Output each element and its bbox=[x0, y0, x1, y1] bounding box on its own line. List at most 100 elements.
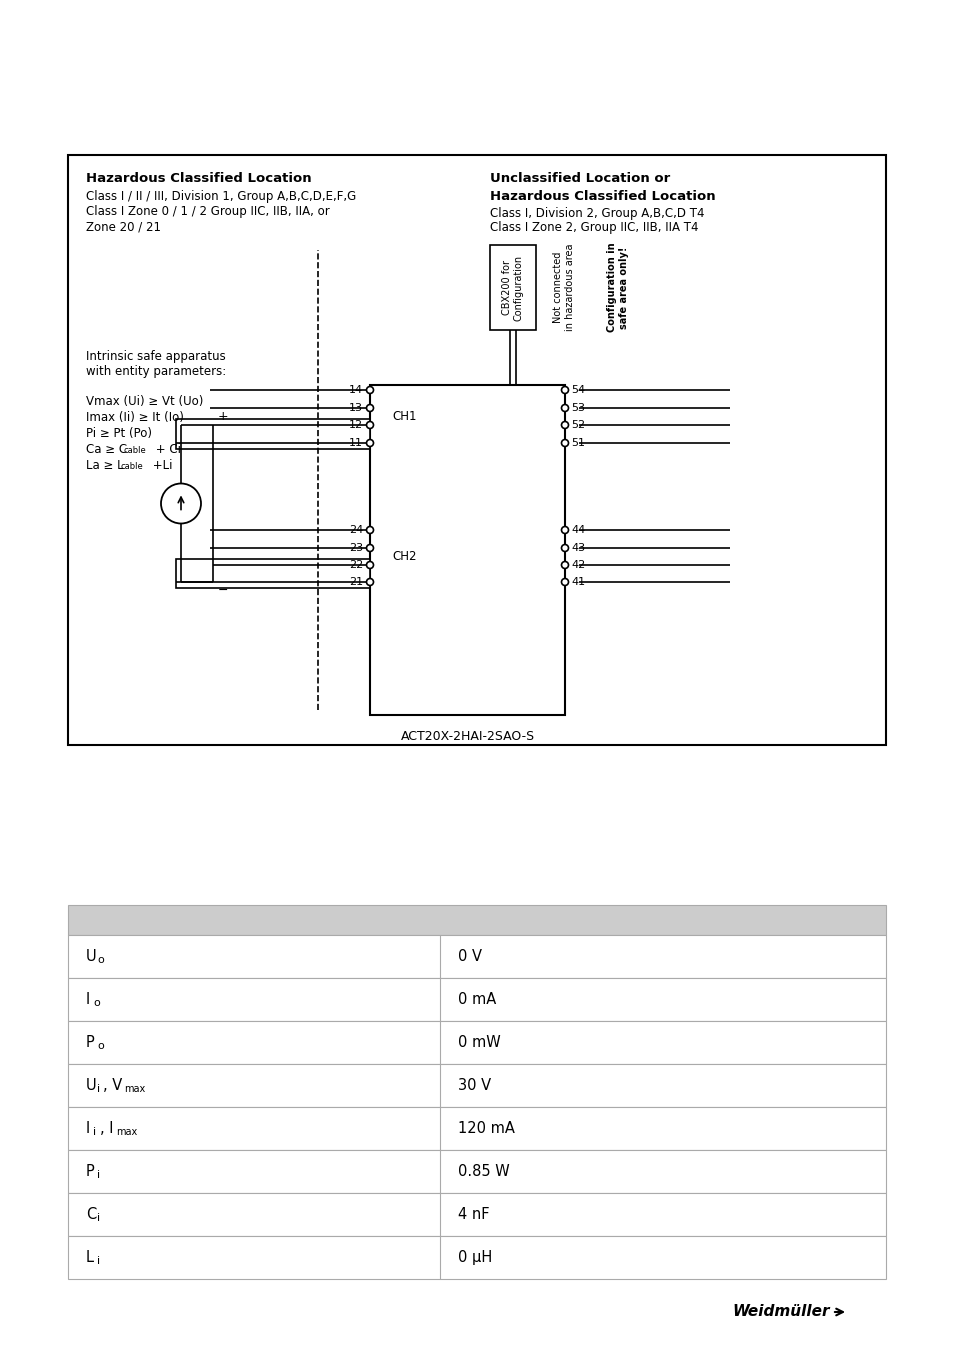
Text: CBX200 for
Configuration: CBX200 for Configuration bbox=[501, 254, 523, 320]
Bar bbox=[68, 1107, 885, 1150]
Bar bbox=[175, 418, 370, 450]
Text: with entity parameters:: with entity parameters: bbox=[86, 364, 226, 378]
Bar bbox=[68, 1150, 885, 1193]
Text: 4 nF: 4 nF bbox=[457, 1207, 489, 1222]
Bar bbox=[68, 155, 885, 745]
Text: o: o bbox=[97, 1041, 104, 1052]
Text: Class I Zone 0 / 1 / 2 Group IIC, IIB, IIA, or: Class I Zone 0 / 1 / 2 Group IIC, IIB, I… bbox=[86, 205, 330, 217]
Text: 12: 12 bbox=[349, 420, 363, 431]
Text: Intrinsic safe apparatus: Intrinsic safe apparatus bbox=[86, 350, 226, 363]
Text: Imax (Ii) ≥ It (Io): Imax (Ii) ≥ It (Io) bbox=[86, 410, 184, 424]
Text: 14: 14 bbox=[349, 385, 363, 396]
Text: La ≥ L: La ≥ L bbox=[86, 459, 124, 472]
Text: U: U bbox=[86, 1079, 96, 1094]
Circle shape bbox=[561, 579, 568, 586]
Text: 30 V: 30 V bbox=[457, 1079, 491, 1094]
Circle shape bbox=[161, 483, 201, 524]
Text: P: P bbox=[86, 1164, 94, 1179]
Text: cable: cable bbox=[124, 446, 147, 455]
Text: o: o bbox=[97, 954, 104, 965]
Bar bbox=[175, 559, 370, 589]
Text: 42: 42 bbox=[571, 560, 584, 570]
Bar bbox=[68, 1237, 885, 1278]
Text: P: P bbox=[86, 1035, 94, 1050]
Text: −: − bbox=[218, 583, 229, 597]
Text: I: I bbox=[86, 1120, 91, 1135]
Text: ACT20X-2HAI-2SAO-S: ACT20X-2HAI-2SAO-S bbox=[400, 730, 534, 742]
Text: Configuration in
safe area only!: Configuration in safe area only! bbox=[606, 243, 628, 332]
Text: +Li: +Li bbox=[149, 459, 172, 472]
Text: i: i bbox=[97, 1084, 100, 1094]
Text: 23: 23 bbox=[349, 543, 363, 554]
Text: max: max bbox=[124, 1084, 145, 1094]
Text: 0.85 W: 0.85 W bbox=[457, 1164, 510, 1179]
Text: 43: 43 bbox=[571, 543, 584, 554]
Circle shape bbox=[366, 421, 374, 428]
Bar bbox=[68, 936, 885, 977]
Bar bbox=[68, 1021, 885, 1064]
Circle shape bbox=[561, 421, 568, 428]
Circle shape bbox=[561, 544, 568, 552]
Text: 44: 44 bbox=[571, 525, 584, 535]
Text: Zone 20 / 21: Zone 20 / 21 bbox=[86, 220, 161, 234]
Bar bbox=[68, 904, 885, 936]
Circle shape bbox=[366, 544, 374, 552]
Text: CH2: CH2 bbox=[392, 551, 416, 563]
Text: 22: 22 bbox=[349, 560, 363, 570]
Circle shape bbox=[366, 579, 374, 586]
Text: i: i bbox=[97, 1256, 100, 1266]
Text: Class I, Division 2, Group A,B,C,D T4: Class I, Division 2, Group A,B,C,D T4 bbox=[490, 207, 703, 220]
Circle shape bbox=[561, 562, 568, 568]
Text: 0 μH: 0 μH bbox=[457, 1250, 492, 1265]
Circle shape bbox=[561, 405, 568, 412]
Text: +: + bbox=[218, 410, 229, 424]
Text: o: o bbox=[92, 998, 100, 1008]
Text: Pi ≥ Pt (Po): Pi ≥ Pt (Po) bbox=[86, 427, 152, 440]
Bar bbox=[68, 1193, 885, 1237]
Circle shape bbox=[366, 526, 374, 533]
Text: Not connected
in hazardous area: Not connected in hazardous area bbox=[553, 244, 575, 331]
Text: U: U bbox=[86, 949, 96, 964]
Bar bbox=[490, 244, 536, 329]
Text: L: L bbox=[86, 1250, 94, 1265]
Text: i: i bbox=[92, 1127, 96, 1137]
Text: I: I bbox=[86, 992, 91, 1007]
Bar bbox=[68, 977, 885, 1021]
Text: i: i bbox=[97, 1170, 100, 1180]
Text: cable: cable bbox=[121, 462, 144, 471]
Text: Weidmüller: Weidmüller bbox=[732, 1304, 829, 1319]
Text: CH1: CH1 bbox=[392, 410, 416, 424]
Text: 21: 21 bbox=[349, 576, 363, 587]
Text: Vmax (Ui) ≥ Vt (Uo): Vmax (Ui) ≥ Vt (Uo) bbox=[86, 396, 203, 408]
Text: Hazardous Classified Location: Hazardous Classified Location bbox=[490, 190, 715, 202]
Text: Class I Zone 2, Group IIC, IIB, IIA T4: Class I Zone 2, Group IIC, IIB, IIA T4 bbox=[490, 221, 698, 234]
Text: i: i bbox=[97, 1214, 100, 1223]
Bar bbox=[370, 385, 564, 716]
Text: 11: 11 bbox=[349, 437, 363, 448]
Text: 0 V: 0 V bbox=[457, 949, 481, 964]
Circle shape bbox=[561, 386, 568, 393]
Text: 0 mA: 0 mA bbox=[457, 992, 496, 1007]
Text: 41: 41 bbox=[571, 576, 584, 587]
Text: 0 mW: 0 mW bbox=[457, 1035, 500, 1050]
Circle shape bbox=[366, 440, 374, 447]
Circle shape bbox=[561, 526, 568, 533]
Circle shape bbox=[561, 440, 568, 447]
Text: , I: , I bbox=[100, 1120, 113, 1135]
Text: 54: 54 bbox=[571, 385, 584, 396]
Text: + Ci: + Ci bbox=[152, 443, 181, 456]
Circle shape bbox=[366, 386, 374, 393]
Text: 24: 24 bbox=[349, 525, 363, 535]
Text: 52: 52 bbox=[571, 420, 584, 431]
Text: Unclassified Location or: Unclassified Location or bbox=[490, 171, 670, 185]
Circle shape bbox=[366, 405, 374, 412]
Text: max: max bbox=[116, 1127, 137, 1137]
Text: 53: 53 bbox=[571, 404, 584, 413]
Text: Hazardous Classified Location: Hazardous Classified Location bbox=[86, 171, 312, 185]
Text: 13: 13 bbox=[349, 404, 363, 413]
Text: , V: , V bbox=[103, 1079, 122, 1094]
Bar bbox=[68, 1064, 885, 1107]
Text: Ca ≥ C: Ca ≥ C bbox=[86, 443, 127, 456]
Circle shape bbox=[366, 562, 374, 568]
Text: C: C bbox=[86, 1207, 96, 1222]
